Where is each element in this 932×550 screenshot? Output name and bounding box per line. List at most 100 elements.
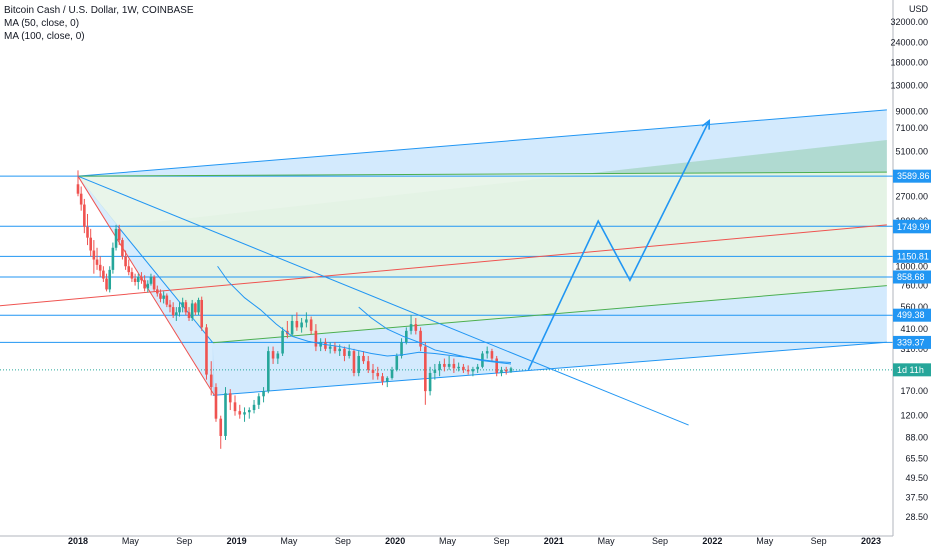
candle bbox=[102, 266, 105, 282]
candle-body bbox=[362, 355, 365, 362]
candle bbox=[271, 346, 275, 364]
candle-body bbox=[305, 319, 308, 323]
candle-body bbox=[238, 411, 242, 415]
candle-body bbox=[314, 330, 318, 347]
candle-body bbox=[171, 307, 175, 316]
candle bbox=[281, 327, 284, 356]
candle bbox=[357, 351, 361, 377]
candle-body bbox=[338, 348, 341, 352]
ma100-legend[interactable]: MA (100, close, 0) bbox=[4, 31, 85, 42]
candle-body bbox=[405, 330, 408, 343]
candle bbox=[395, 353, 399, 372]
symbol-title[interactable]: Bitcoin Cash / U.S. Dollar, 1W, COINBASE bbox=[4, 5, 194, 16]
candle bbox=[127, 259, 131, 276]
candle bbox=[366, 355, 370, 373]
candle bbox=[381, 372, 384, 386]
time-tick: May bbox=[756, 536, 774, 546]
candle-body bbox=[424, 346, 427, 392]
time-tick: 2020 bbox=[385, 536, 405, 546]
candle-body bbox=[143, 280, 146, 289]
candle-body bbox=[152, 276, 156, 290]
candle-body bbox=[165, 295, 169, 305]
candle-body bbox=[194, 303, 197, 313]
price-label: 1150.81 bbox=[893, 249, 931, 263]
candle bbox=[181, 297, 184, 313]
candle bbox=[143, 275, 146, 292]
candle bbox=[419, 327, 422, 352]
candle-body bbox=[219, 418, 223, 436]
candle bbox=[257, 393, 261, 409]
candle bbox=[376, 366, 380, 380]
candle-body bbox=[452, 363, 456, 369]
candle bbox=[149, 273, 153, 286]
moving-averages bbox=[217, 265, 512, 365]
candle bbox=[371, 363, 375, 380]
candle-body bbox=[111, 247, 115, 270]
candle bbox=[462, 363, 465, 373]
candle-body bbox=[319, 342, 322, 347]
candle-body bbox=[366, 361, 370, 370]
candle bbox=[438, 361, 441, 377]
price-label: 1d 11h bbox=[893, 363, 931, 377]
candle bbox=[214, 383, 218, 422]
candle-body bbox=[200, 299, 204, 328]
candle bbox=[433, 363, 437, 380]
price-label-text: 858.68 bbox=[897, 272, 925, 282]
candle bbox=[92, 240, 96, 274]
candle-body bbox=[98, 264, 102, 271]
candle-body bbox=[347, 351, 351, 356]
candle bbox=[224, 387, 227, 440]
candle bbox=[140, 272, 143, 284]
candle bbox=[328, 342, 332, 354]
time-axis[interactable]: 2018 May Sep 2019 May Sep 2020 May Sep 2021 May Sep… bbox=[0, 535, 932, 550]
candle-body bbox=[343, 348, 346, 356]
candle-body bbox=[462, 366, 465, 370]
candle bbox=[309, 316, 313, 335]
price-tick: 9000.00 bbox=[895, 106, 928, 116]
price-tick: 760.00 bbox=[900, 281, 928, 291]
candle-body bbox=[79, 193, 83, 205]
candle bbox=[390, 366, 394, 380]
price-tick: 5100.00 bbox=[895, 146, 928, 156]
candle-body bbox=[108, 269, 112, 290]
candle-body bbox=[257, 396, 261, 405]
price-label: 499.38 bbox=[893, 308, 931, 322]
candle-body bbox=[178, 307, 181, 313]
candle bbox=[457, 362, 460, 372]
candle-body bbox=[414, 324, 418, 331]
candle-body bbox=[509, 368, 513, 372]
fork-base-line bbox=[117, 225, 214, 344]
price-label-bg bbox=[893, 169, 931, 183]
candle bbox=[228, 389, 232, 411]
candle-body bbox=[92, 250, 96, 260]
candle-body bbox=[76, 184, 80, 194]
candle-body bbox=[168, 304, 172, 308]
price-label-bg bbox=[893, 363, 931, 377]
candle-body bbox=[197, 299, 200, 313]
candle bbox=[385, 376, 389, 388]
price-tick: 120.00 bbox=[900, 411, 928, 421]
price-axis[interactable]: USD 32000.00 24000.00 18000.00 13000.00 9000.… bbox=[890, 0, 932, 550]
price-tick: 49.50 bbox=[905, 473, 928, 483]
candle-body bbox=[102, 270, 105, 279]
candle-body bbox=[130, 272, 134, 279]
candle-body bbox=[175, 312, 178, 316]
candle-body bbox=[300, 322, 303, 328]
candle-body bbox=[205, 327, 208, 375]
candle-body bbox=[400, 342, 403, 356]
time-tick: May bbox=[598, 536, 616, 546]
candle bbox=[108, 266, 112, 293]
time-tick: 2022 bbox=[702, 536, 722, 546]
time-tick: 2019 bbox=[227, 536, 247, 546]
ma50-legend[interactable]: MA (50, close, 0) bbox=[4, 18, 80, 29]
candle bbox=[105, 273, 108, 292]
candle bbox=[98, 256, 102, 277]
price-label: 3589.86 bbox=[893, 169, 931, 183]
candle-body bbox=[438, 363, 441, 370]
candle-body bbox=[140, 276, 143, 281]
candle-body bbox=[243, 412, 246, 415]
candle-body bbox=[133, 278, 137, 282]
candle bbox=[175, 307, 178, 321]
price-label: 858.68 bbox=[893, 270, 931, 284]
